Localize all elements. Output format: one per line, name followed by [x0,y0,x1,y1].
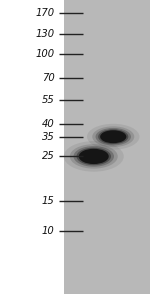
Text: 35: 35 [42,132,55,142]
Text: 100: 100 [36,49,55,59]
Text: 55: 55 [42,95,55,105]
Bar [64,0,150,294]
Text: 70: 70 [42,73,55,83]
Text: 10: 10 [42,226,55,236]
Ellipse shape [100,130,126,143]
Text: 15: 15 [42,196,55,206]
Text: 130: 130 [36,29,55,39]
Ellipse shape [79,149,109,164]
Ellipse shape [76,148,111,165]
Text: 40: 40 [42,119,55,129]
Ellipse shape [98,129,128,144]
Text: 170: 170 [36,8,55,18]
Ellipse shape [92,126,134,147]
Ellipse shape [64,141,124,172]
Ellipse shape [96,128,131,146]
Text: 25: 25 [42,151,55,161]
Ellipse shape [74,146,114,167]
Ellipse shape [87,124,140,150]
Ellipse shape [70,144,118,169]
